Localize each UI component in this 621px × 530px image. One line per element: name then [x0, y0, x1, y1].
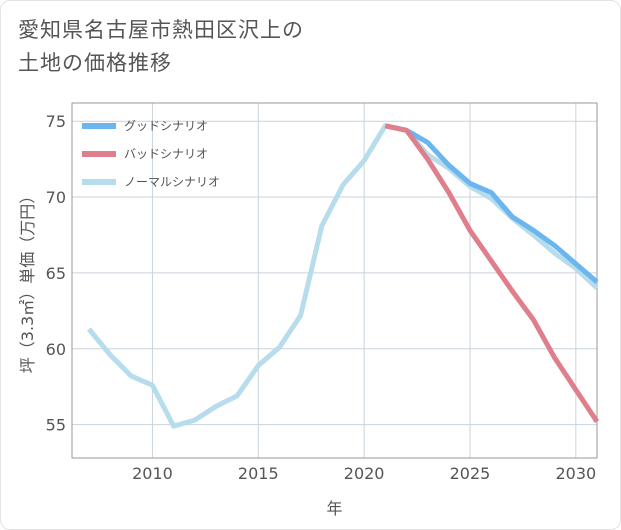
y-axis-ticks: 55 60 65 70 75 — [46, 112, 66, 434]
x-tick-label: 2025 — [450, 464, 491, 483]
legend-label-0: グッドシナリオ — [124, 119, 208, 133]
x-tick-label: 2015 — [238, 464, 279, 483]
x-tick-label: 2030 — [555, 464, 596, 483]
y-tick-label: 55 — [46, 416, 66, 435]
y-tick-label: 70 — [46, 188, 66, 207]
x-tick-label: 2020 — [344, 464, 385, 483]
x-axis-label: 年 — [326, 499, 342, 518]
legend-label-1: バッドシナリオ — [124, 147, 208, 161]
series-lines — [86, 123, 600, 429]
y-axis-label: 坪（3.3㎡）単価（万円） — [18, 188, 37, 373]
series-line-2 — [86, 123, 599, 429]
x-tick-label: 2010 — [132, 464, 173, 483]
y-tick-label: 60 — [46, 340, 66, 359]
y-tick-label: 65 — [46, 264, 66, 283]
x-axis-ticks: 2010 2015 2020 2025 2030 — [132, 464, 596, 483]
title-line-1: 愛知県名古屋市熱田区沢上の — [18, 18, 304, 42]
series-line-0 — [384, 123, 599, 284]
title-line-2: 土地の価格推移 — [18, 51, 172, 75]
series-line-1 — [384, 123, 600, 423]
legend-label-2: ノーマルシナリオ — [124, 175, 220, 189]
y-tick-label: 75 — [46, 112, 66, 131]
chart-title: 愛知県名古屋市熱田区沢上の 土地の価格推移 — [18, 14, 304, 80]
